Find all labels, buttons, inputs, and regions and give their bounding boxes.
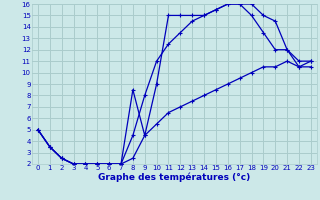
X-axis label: Graphe des températures (°c): Graphe des températures (°c)	[98, 173, 251, 182]
